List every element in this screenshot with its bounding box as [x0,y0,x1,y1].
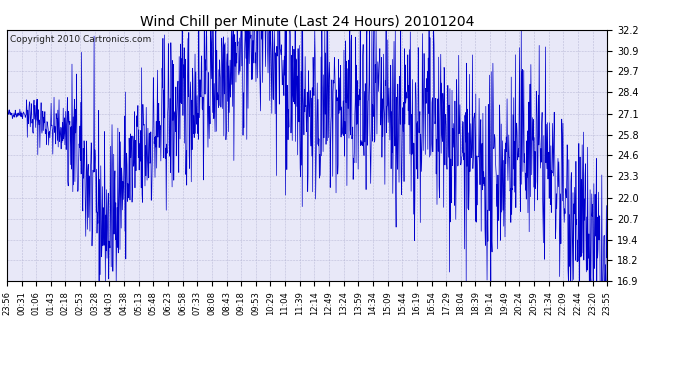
Title: Wind Chill per Minute (Last 24 Hours) 20101204: Wind Chill per Minute (Last 24 Hours) 20… [140,15,474,29]
Text: Copyright 2010 Cartronics.com: Copyright 2010 Cartronics.com [10,35,151,44]
